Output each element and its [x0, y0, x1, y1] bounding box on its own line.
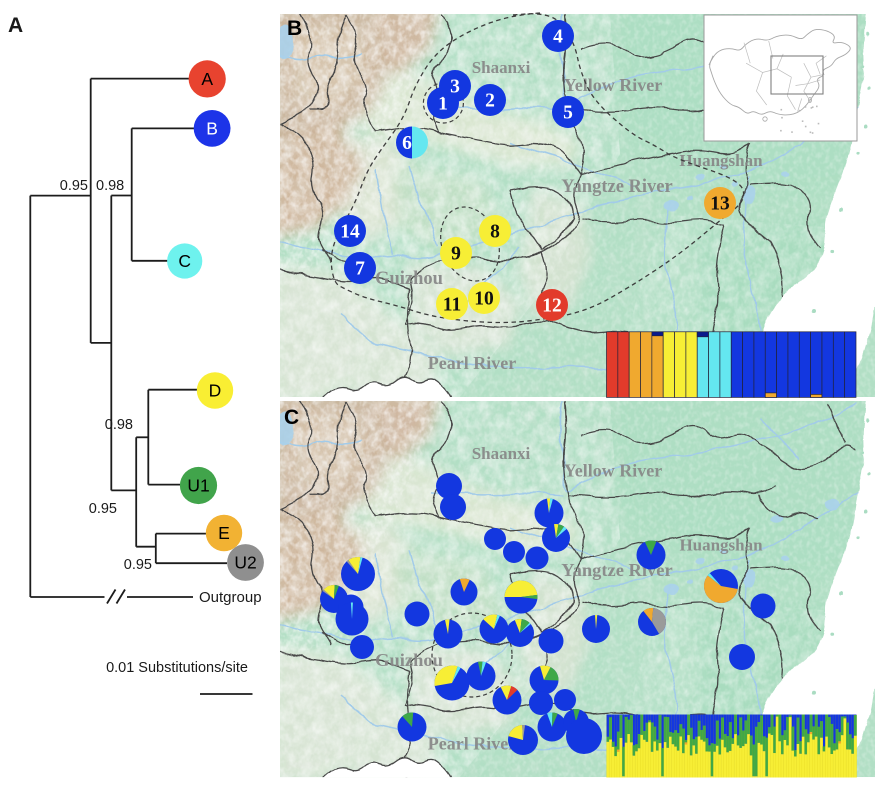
svg-text:10: 10 — [474, 289, 494, 310]
svg-text:E: E — [218, 523, 230, 543]
svg-text:B: B — [287, 17, 302, 40]
svg-text:B: B — [206, 118, 218, 138]
svg-text:C: C — [284, 406, 299, 429]
svg-text:8: 8 — [490, 222, 500, 243]
svg-text:C: C — [178, 251, 191, 271]
svg-text:12: 12 — [542, 296, 562, 317]
svg-text:Outgroup: Outgroup — [199, 589, 262, 606]
svg-text:A: A — [8, 14, 23, 37]
svg-text:13: 13 — [710, 194, 730, 215]
svg-text:2: 2 — [485, 91, 495, 112]
svg-text:14: 14 — [340, 222, 360, 243]
svg-text:3: 3 — [450, 77, 460, 98]
svg-text:0.95: 0.95 — [89, 501, 117, 517]
svg-text:0.95: 0.95 — [60, 178, 88, 194]
svg-text:0.95: 0.95 — [124, 557, 152, 573]
svg-text:U1: U1 — [187, 476, 209, 496]
svg-text:U2: U2 — [234, 553, 256, 573]
svg-text:9: 9 — [451, 244, 461, 265]
svg-text:5: 5 — [563, 103, 573, 124]
svg-text:0.01 Substitutions/site: 0.01 Substitutions/site — [106, 660, 248, 676]
svg-text:1: 1 — [438, 94, 448, 115]
svg-text:A: A — [201, 69, 213, 89]
svg-text:7: 7 — [355, 259, 365, 280]
svg-text:11: 11 — [443, 295, 461, 316]
svg-text:0.98: 0.98 — [96, 178, 124, 194]
svg-text:D: D — [209, 381, 222, 401]
svg-text:6: 6 — [402, 133, 412, 154]
svg-text:4: 4 — [553, 27, 563, 48]
svg-text:0.98: 0.98 — [105, 417, 133, 433]
